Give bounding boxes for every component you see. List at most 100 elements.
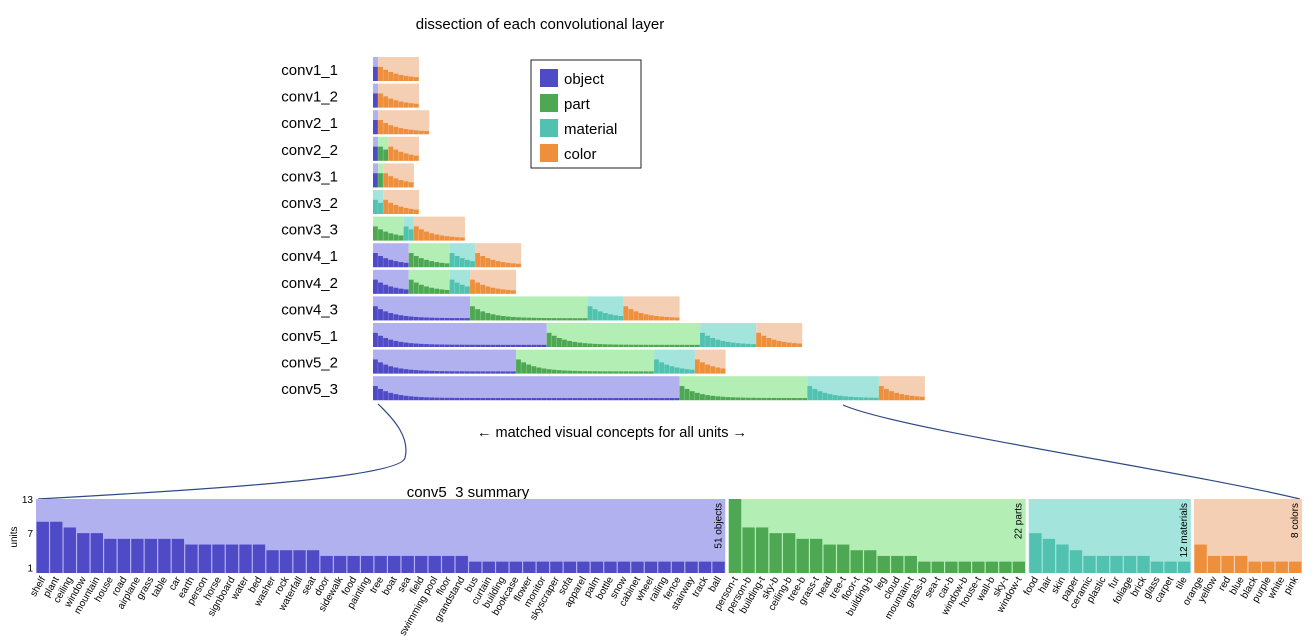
layer-unit-bar: [454, 318, 460, 321]
layer-unit-bar: [413, 255, 419, 268]
layer-row-conv2_2: conv2_2: [281, 136, 419, 161]
layer-unit-bar: [383, 69, 389, 81]
layer-unit-bar: [378, 282, 383, 294]
layer-unit-bar: [378, 146, 383, 161]
layer-unit-bar: [556, 370, 562, 374]
layer-unit-bar: [475, 371, 481, 374]
summary-bar-carpet: [1164, 561, 1177, 573]
layer-unit-bar: [434, 397, 440, 401]
layer-unit-bar: [388, 146, 394, 161]
layer-unit-bar: [551, 398, 557, 401]
layer-unit-bar: [500, 398, 506, 401]
layer-unit-bar: [403, 316, 409, 321]
layer-unit-bar: [434, 371, 440, 374]
layer-unit-bar: [740, 343, 746, 347]
layer-unit-bar: [623, 371, 629, 374]
layer-unit-bar: [449, 318, 455, 321]
layer-label: conv5_2: [281, 355, 338, 372]
summary-bar-ceramic: [1083, 555, 1096, 573]
summary-bar-sky-b: [769, 533, 782, 573]
layer-unit-bar: [536, 344, 542, 347]
layer-unit-bar: [562, 398, 567, 401]
layer-unit-bar: [378, 120, 383, 135]
layer-unit-bar: [526, 398, 532, 401]
layer-unit-bar: [459, 237, 465, 241]
layer-unit-bar: [654, 398, 659, 401]
layer-unit-bar: [715, 367, 721, 374]
layer-unit-bar: [388, 366, 394, 374]
layer-unit-bar: [694, 359, 700, 374]
layer-unit-bar: [439, 262, 445, 268]
layer-unit-bar: [720, 396, 726, 401]
summary-group-count-label: 12 materials: [1179, 503, 1190, 557]
layer-unit-bar: [429, 344, 435, 347]
summary-bar-track: [698, 561, 712, 573]
layer-unit-bar: [393, 178, 399, 188]
layer-unit-bar: [551, 369, 557, 374]
layer-unit-bar: [373, 253, 378, 268]
layer-unit-bar: [516, 344, 521, 347]
top-chart-title: dissection of each convolutional layer: [416, 16, 664, 33]
layer-unit-bar: [674, 398, 680, 401]
layer-unit-bar: [914, 396, 920, 401]
layer-unit-bar: [904, 395, 910, 401]
layer-unit-bar: [403, 102, 409, 108]
layer-unit-bar: [373, 173, 378, 188]
layer-unit-bar: [413, 282, 419, 294]
layer-unit-bar: [669, 344, 675, 347]
layer-unit-bar: [459, 371, 465, 374]
layer-label: conv2_2: [281, 142, 338, 159]
summary-bar-road: [117, 538, 131, 573]
summary-ytick-label: 1: [27, 563, 33, 574]
layer-unit-bar: [470, 344, 475, 347]
layer-unit-bar: [413, 103, 419, 108]
summary-bar-yellow: [1207, 555, 1221, 573]
summary-bar-monitor: [536, 561, 550, 573]
layer-unit-bar: [449, 253, 455, 268]
layer-unit-bar: [710, 337, 716, 347]
layer-unit-bar: [388, 202, 394, 214]
layer-unit-bar: [408, 369, 414, 374]
summary-group-material: foodhairskinpaperceramicplasticfurfoliag…: [1022, 499, 1191, 611]
layer-unit-bar: [408, 208, 414, 214]
layer-unit-bar: [602, 398, 608, 401]
layer-unit-bar: [694, 392, 700, 401]
summary-bar-bus: [469, 561, 482, 573]
summary-bar-ceiling: [63, 527, 76, 573]
layer-unit-bar: [705, 364, 710, 374]
summary-bar-palm: [590, 561, 604, 573]
layer-unit-bar: [495, 315, 501, 321]
layer-unit-bar: [383, 149, 389, 161]
layer-unit-bar: [505, 262, 511, 268]
summary-group-count-label: 8 colors: [1290, 503, 1301, 538]
layer-unit-bar: [705, 395, 710, 401]
legend-swatch-object: [540, 69, 558, 87]
layer-unit-bar: [613, 398, 618, 401]
layer-unit-bar: [459, 344, 465, 347]
layer-unit-bar: [393, 367, 399, 374]
layer-unit-bar: [403, 369, 409, 374]
layer-unit-bar: [408, 154, 414, 161]
layer-unit-bar: [654, 316, 659, 321]
layer-unit-bar: [700, 362, 705, 374]
layer-unit-bar: [413, 130, 419, 135]
layer-unit-bar: [725, 341, 731, 347]
layer-unit-bar: [388, 233, 394, 241]
layer-unit-bar: [572, 341, 578, 347]
layer-unit-bar: [470, 261, 475, 268]
layer-unit-bar: [878, 386, 884, 401]
layer-unit-bar: [582, 343, 588, 347]
summary-bar-grandstand: [455, 555, 468, 573]
layer-unit-bar: [659, 362, 664, 374]
layer-unit-bar: [495, 398, 501, 401]
layer-unit-bar: [664, 316, 670, 321]
layer-unit-bar: [373, 359, 378, 374]
summary-bar-hair: [1042, 538, 1056, 573]
layer-unit-bar: [475, 397, 481, 401]
layer-unit-bar: [689, 391, 695, 401]
layer-unit-bar: [424, 397, 429, 401]
layer-unit-bar: [858, 397, 864, 401]
summary-bar-person-t: [728, 499, 742, 573]
layer-unit-bar: [894, 392, 900, 401]
